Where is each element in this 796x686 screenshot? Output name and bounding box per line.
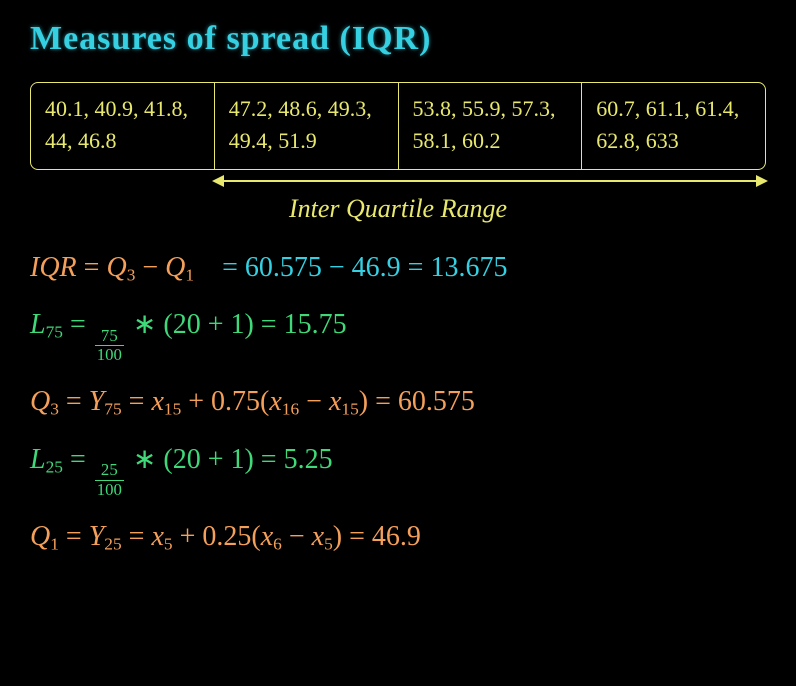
- x16: x: [269, 386, 281, 417]
- y75-sub: 75: [104, 400, 121, 419]
- x6-sub: 6: [273, 534, 282, 553]
- q1-var: Q: [30, 521, 50, 552]
- x5b: x: [312, 521, 324, 552]
- minus: −: [299, 386, 329, 417]
- q3-result: ) = 60.575: [359, 386, 475, 417]
- plus: + 0.75(: [181, 386, 269, 417]
- eq-l25: L25 = 25100 ∗ (20 + 1) = 5.25: [30, 442, 766, 499]
- eq-q1: Q1 = Y25 = x5 + 0.25(x6 − x5) = 46.9: [30, 521, 766, 554]
- y25-sub: 25: [104, 534, 121, 553]
- x15b-sub: 15: [341, 400, 358, 419]
- x5: x: [151, 521, 163, 552]
- fraction-icon: 25100: [95, 462, 124, 499]
- q1: Q: [165, 252, 185, 283]
- frac-den: 100: [95, 345, 124, 364]
- q1-result: ) = 46.9: [333, 521, 421, 552]
- y25: Y: [89, 521, 105, 552]
- table-cell: 40.1, 40.9, 41.8, 44, 46.8: [31, 83, 215, 169]
- fraction-icon: 75100: [95, 328, 124, 365]
- equals: =: [122, 386, 152, 417]
- iqr-result: = 60.575 − 46.9 = 13.675: [215, 252, 507, 283]
- q3: Q: [106, 252, 126, 283]
- l75-var: L: [30, 309, 46, 340]
- equals: =: [77, 252, 107, 283]
- x15b: x: [329, 386, 341, 417]
- minus: −: [282, 521, 312, 552]
- frac-num: 25: [99, 462, 120, 480]
- equals: =: [63, 309, 93, 340]
- y75: Y: [89, 386, 105, 417]
- equals: =: [122, 521, 152, 552]
- iqr-arrow: [214, 174, 766, 192]
- eq-l75: L75 = 75100 ∗ (20 + 1) = 15.75: [30, 307, 766, 364]
- data-table: 40.1, 40.9, 41.8, 44, 46.8 47.2, 48.6, 4…: [30, 82, 766, 170]
- minus: −: [135, 252, 165, 283]
- x16-sub: 16: [282, 400, 299, 419]
- table-cell: 60.7, 61.1, 61.4, 62.8, 633: [582, 83, 765, 169]
- q3-var: Q: [30, 386, 50, 417]
- table-cell: 47.2, 48.6, 49.3, 49.4, 51.9: [215, 83, 399, 169]
- l75-sub: 75: [46, 322, 63, 341]
- iqr-var: IQR: [30, 252, 77, 283]
- equals: =: [59, 386, 89, 417]
- frac-den: 100: [95, 480, 124, 499]
- x6: x: [261, 521, 273, 552]
- x5b-sub: 5: [324, 534, 333, 553]
- q3-sub: 3: [50, 400, 59, 419]
- equals: =: [63, 444, 93, 475]
- table-cell: 53.8, 55.9, 57.3, 58.1, 60.2: [399, 83, 583, 169]
- plus: + 0.25(: [173, 521, 261, 552]
- eq-q3: Q3 = Y75 = x15 + 0.75(x16 − x15) = 60.57…: [30, 386, 766, 419]
- x15-sub: 15: [164, 400, 181, 419]
- q1-sub: 1: [185, 265, 194, 284]
- iqr-range-label: Inter Quartile Range: [30, 194, 766, 224]
- l25-sub: 25: [46, 457, 63, 476]
- equals: =: [59, 521, 89, 552]
- page-title: Measures of spread (IQR): [30, 20, 766, 58]
- l25-rest: ∗ (20 + 1) = 5.25: [126, 444, 333, 475]
- l25-var: L: [30, 444, 46, 475]
- frac-num: 75: [99, 328, 120, 346]
- x15: x: [151, 386, 163, 417]
- q1-sub: 1: [50, 534, 59, 553]
- eq-iqr: IQR = Q3 − Q1 = 60.575 − 46.9 = 13.675: [30, 252, 766, 285]
- x5-sub: 5: [164, 534, 173, 553]
- l75-rest: ∗ (20 + 1) = 15.75: [126, 309, 347, 340]
